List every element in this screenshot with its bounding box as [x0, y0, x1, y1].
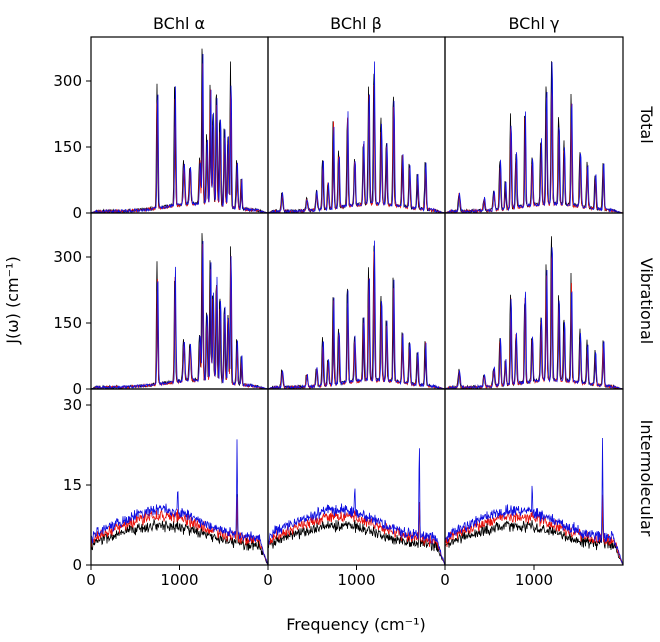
row-label-vibrational: Vibrational: [637, 258, 656, 344]
series-line-blue: [268, 61, 445, 213]
panel-r0-c2: [444, 36, 624, 214]
series-line-blue: [91, 240, 268, 389]
panel-r2-c0: 0 15 30 0 1000: [63, 388, 269, 589]
series-line-black: [445, 500, 623, 565]
series-line-red: [91, 496, 268, 565]
x-tick-label: 0: [263, 571, 273, 589]
y-tick-label: 300: [53, 248, 82, 266]
row-label-intermolecular: Intermolecular: [637, 420, 656, 537]
panel-r1-c0: 0 150 300: [53, 212, 269, 398]
series-line-blue: [445, 247, 623, 389]
panel-r0-c1: [267, 36, 446, 214]
panel-r2-c1: 0 1000: [263, 388, 446, 589]
y-tick-label: 0: [72, 556, 82, 574]
row-label-total: Total: [637, 105, 656, 143]
column-title-bchl-beta: BChl β: [330, 14, 382, 33]
column-title-bchl-gamma: BChl γ: [508, 14, 559, 33]
y-tick-label: 30: [63, 396, 82, 414]
y-tick-label: 150: [53, 314, 82, 332]
x-axis-label: Frequency (cm⁻¹): [286, 615, 425, 634]
series-line-blue: [91, 439, 268, 565]
series-line-blue: [268, 448, 445, 565]
panel-r2-c2: 0 1000: [440, 388, 624, 589]
series-line-black: [91, 494, 268, 565]
x-tick-label: 1000: [160, 571, 198, 589]
panel-r1-c2: [444, 212, 624, 390]
series-line-blue: [445, 437, 623, 565]
y-tick-label: 0: [72, 380, 82, 398]
series-line-blue: [445, 61, 623, 213]
x-tick-label: 0: [86, 571, 96, 589]
y-axis-label: J(ω) (cm⁻¹): [3, 256, 22, 344]
y-tick-label: 0: [72, 204, 82, 222]
series-line-black: [268, 502, 445, 565]
y-tick-label: 300: [53, 72, 82, 90]
x-tick-label: 1000: [515, 571, 553, 589]
y-tick-label: 150: [53, 138, 82, 156]
series-line-blue: [268, 240, 445, 389]
panel-r1-c1: [267, 212, 446, 390]
x-tick-label: 1000: [337, 571, 375, 589]
series-line-blue: [91, 53, 268, 213]
column-title-bchl-alpha: BChl α: [153, 14, 205, 33]
panel-r0-c0: 0 150 300: [53, 36, 269, 222]
x-tick-label: 0: [440, 571, 450, 589]
series-line-red: [268, 502, 445, 565]
y-tick-label: 15: [63, 476, 82, 494]
